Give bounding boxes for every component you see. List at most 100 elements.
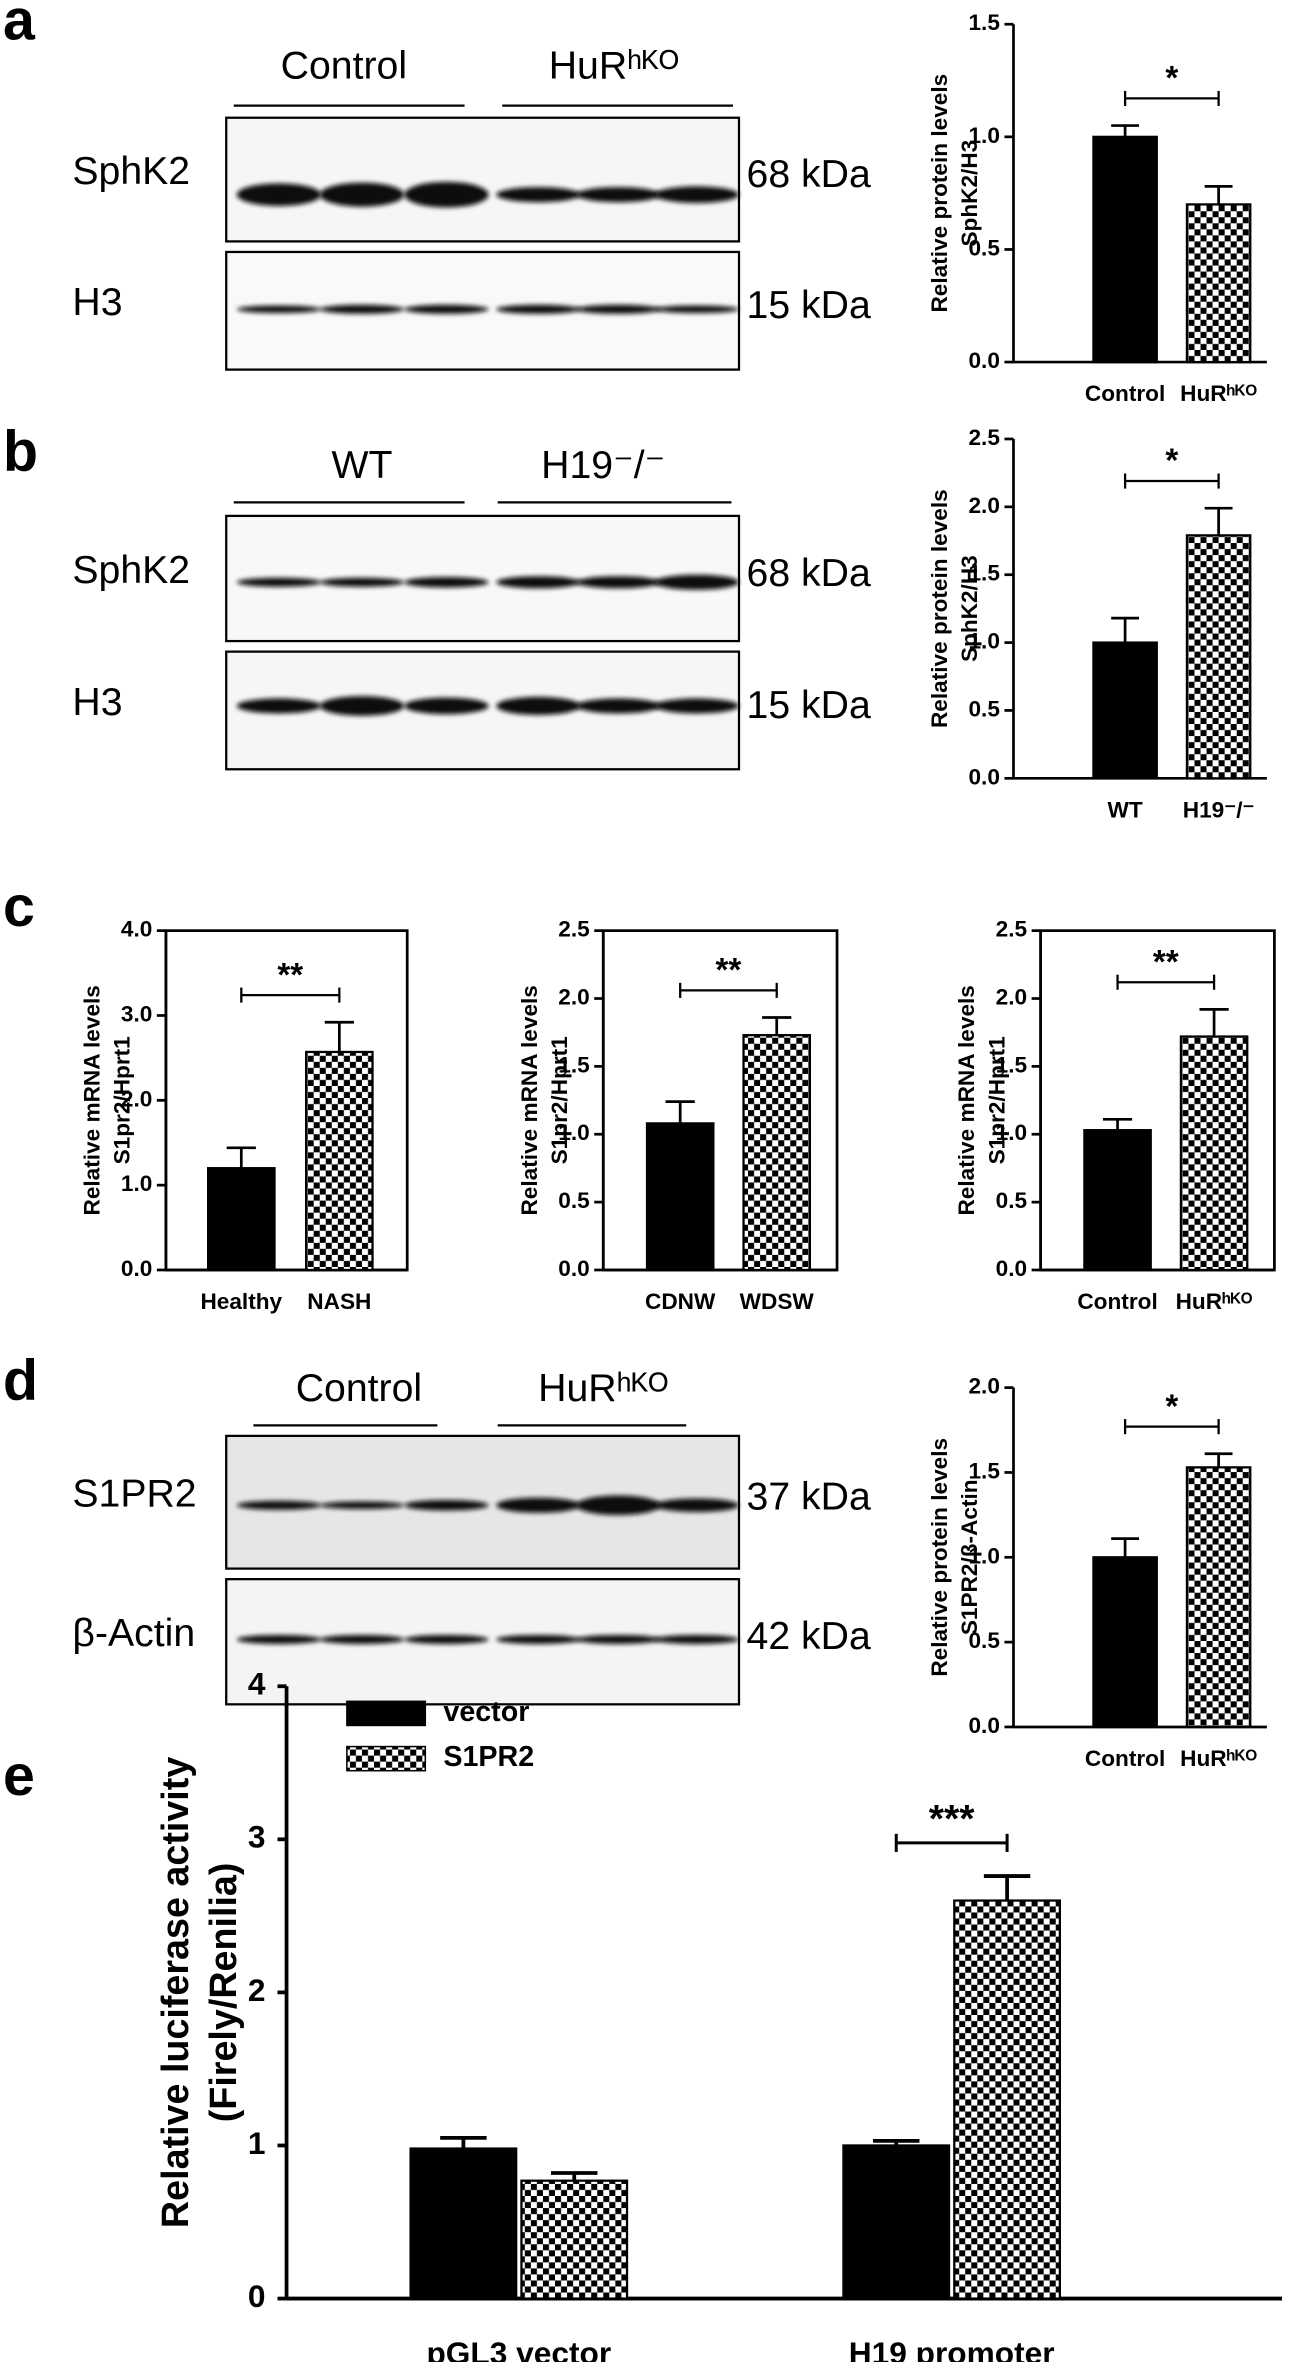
- protein-label: SphK2: [72, 150, 190, 193]
- y-tick-label: 1.5: [968, 1458, 999, 1483]
- legend-swatch: [346, 1700, 427, 1727]
- y-tick-label: 0.0: [968, 1713, 999, 1738]
- band: [654, 305, 740, 314]
- bar: [1185, 203, 1252, 364]
- bar: [1092, 1556, 1158, 1729]
- x-tick-label: CDNW: [645, 1289, 716, 1314]
- band: [404, 304, 489, 314]
- y-axis-label: SphK2/H3: [957, 555, 982, 662]
- y-axis-label: (Firely/Renilia): [202, 1863, 244, 2123]
- bar: [305, 1050, 374, 1272]
- band: [236, 305, 322, 314]
- band: [404, 576, 489, 588]
- band: [654, 574, 740, 590]
- blot-group-label: Control: [296, 1367, 422, 1410]
- panel-letter: d: [3, 1349, 38, 1413]
- significance-label: **: [277, 957, 303, 994]
- y-tick-label: 1.0: [968, 629, 999, 654]
- y-tick-label: 0.5: [968, 1628, 999, 1653]
- panel-letter: c: [3, 875, 35, 939]
- panel-letter: a: [3, 0, 36, 52]
- y-tick-label: 1.5: [968, 10, 999, 35]
- band: [319, 1501, 405, 1510]
- band: [319, 304, 405, 314]
- y-axis-label: Relative protein levels: [927, 489, 952, 728]
- y-tick-label: 0.0: [968, 764, 999, 789]
- y-axis-label: S1pr2/Hprt1: [547, 1036, 572, 1164]
- blot-group-label: H19⁻/⁻: [541, 444, 665, 487]
- band: [654, 186, 740, 203]
- band: [236, 1634, 322, 1645]
- bar: [1092, 135, 1158, 364]
- legend-label: S1PR2: [443, 1741, 534, 1773]
- bar: [645, 1122, 715, 1272]
- x-tick-label: HuRʰᴷᴼ: [1180, 1746, 1257, 1771]
- size-label: 68 kDa: [747, 552, 871, 595]
- band: [576, 698, 661, 714]
- y-tick-label: 0.5: [968, 696, 999, 721]
- y-tick-label: 0.0: [121, 1256, 152, 1281]
- x-tick-label: Healthy: [200, 1289, 282, 1314]
- band: [404, 1499, 489, 1511]
- y-tick-label: 2.0: [996, 984, 1027, 1009]
- band: [319, 577, 405, 587]
- band: [576, 187, 661, 203]
- y-tick-label: 1.0: [968, 123, 999, 148]
- y-tick-label: 0.5: [996, 1188, 1027, 1213]
- size-label: 15 kDa: [747, 684, 871, 727]
- size-label: 37 kDa: [747, 1476, 871, 1519]
- blot-frame: [225, 116, 741, 243]
- y-tick-label: 4.0: [121, 917, 152, 942]
- band: [576, 576, 661, 589]
- significance-label: *: [1165, 443, 1178, 480]
- size-label: 15 kDa: [747, 284, 871, 327]
- y-axis-label: Relative protein levels: [927, 74, 952, 313]
- band: [404, 181, 489, 208]
- y-tick-label: 1.5: [996, 1052, 1027, 1077]
- band: [236, 577, 322, 587]
- y-tick-label: 2.5: [558, 917, 589, 942]
- x-tick-label: H19⁻/⁻: [1183, 797, 1255, 822]
- significance-label: *: [1165, 1388, 1178, 1425]
- band: [496, 696, 581, 715]
- y-axis-label: Relative mRNA levels: [79, 985, 104, 1215]
- band: [576, 1495, 661, 1516]
- band: [319, 1634, 405, 1645]
- blot-group-label: HuRʰᴷᴼ: [549, 44, 679, 87]
- y-tick-label: 0.0: [558, 1256, 589, 1281]
- bar: [1092, 641, 1158, 780]
- y-axis-label: Relative protein levels: [927, 1438, 952, 1677]
- band: [496, 187, 581, 203]
- y-axis-label: S1PR2/β-Actin: [957, 1479, 982, 1635]
- band: [654, 698, 740, 714]
- bar: [953, 1899, 1062, 2300]
- x-tick-label: HuRʰᴷᴼ: [1180, 381, 1257, 406]
- band: [404, 1634, 489, 1645]
- y-tick-label: 1.0: [968, 1543, 999, 1568]
- y-axis-label: S1pr2/Hprt1: [984, 1036, 1009, 1164]
- bar: [520, 2179, 629, 2300]
- blot-group-label: HuRʰᴷᴼ: [538, 1367, 668, 1410]
- legend-swatch: [346, 1745, 427, 1772]
- size-label: 42 kDa: [747, 1615, 871, 1658]
- band: [236, 698, 322, 714]
- y-tick-label: 2.0: [558, 984, 589, 1009]
- bar: [1185, 534, 1252, 780]
- y-tick-label: 3: [248, 1819, 266, 1855]
- protein-label: H3: [72, 681, 122, 724]
- blot-group-label: Control: [281, 44, 407, 87]
- y-axis-label: SphK2/H3: [957, 140, 982, 247]
- band: [496, 1497, 581, 1513]
- band: [654, 1634, 740, 1645]
- protein-label: S1PR2: [72, 1473, 196, 1516]
- band: [236, 183, 322, 206]
- band: [319, 182, 405, 207]
- y-tick-label: 0.0: [996, 1256, 1027, 1281]
- bar: [742, 1034, 812, 1272]
- panel-letter: b: [3, 420, 38, 484]
- y-tick-label: 1.0: [996, 1120, 1027, 1145]
- x-tick-label: HuRʰᴷᴼ: [1176, 1289, 1253, 1314]
- bar: [206, 1167, 276, 1272]
- significance-label: ***: [929, 1798, 976, 1841]
- bar: [409, 2147, 518, 2300]
